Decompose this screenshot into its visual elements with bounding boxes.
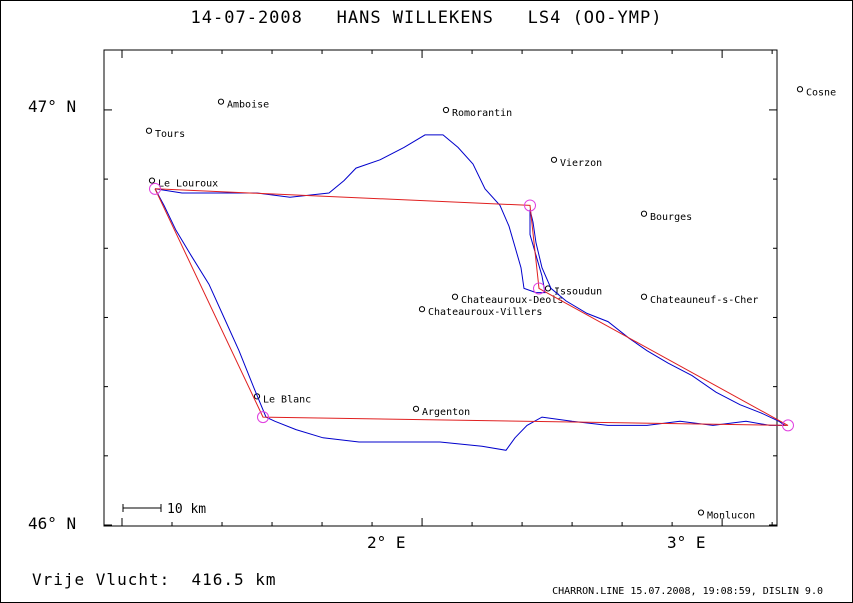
turnpoint-circle-icon (524, 199, 536, 212)
city-label: Chateauroux-Villers (428, 307, 542, 318)
city-marker-icon (697, 509, 705, 516)
glider-type: LS4 (OO-YMP) (527, 8, 663, 28)
city-label: Argenton (422, 407, 470, 418)
city-label: Bourges (650, 212, 692, 223)
lon-label-2: 2° E (367, 533, 406, 552)
lat-label-47: 47° N (28, 97, 77, 116)
flight-track (154, 134, 787, 451)
city-label: Chateauneuf-s-Cher (650, 295, 758, 306)
turnpoint-circle-icon (257, 411, 269, 424)
city-marker-icon (412, 405, 420, 412)
city-label: Romorantin (452, 108, 512, 119)
turnpoint-circle-icon (533, 282, 545, 295)
turnpoint-circles (149, 182, 794, 432)
city-label: Issoudun (554, 286, 602, 297)
scale-bar: 10 km (122, 502, 206, 517)
city-marker-icon (550, 156, 558, 163)
city-marker-icon (418, 306, 426, 313)
city-marker-icon (442, 106, 450, 114)
city-marker-icon (796, 86, 804, 93)
pilot-name: HANS WILLEKENS (336, 8, 494, 28)
turnpoint-circle-icon (149, 182, 161, 195)
map-plot-frame (103, 49, 778, 527)
axis-ticks (104, 50, 777, 526)
free-flight-distance: Vrije Vlucht: 416.5 km (32, 570, 277, 589)
city-marker-icon (640, 210, 648, 217)
city-marker-icon (217, 98, 225, 105)
city-label: Le Louroux (158, 179, 218, 190)
lon-label-3: 3° E (667, 533, 706, 552)
flight-title: 14-07-2008 HANS WILLEKENS LS4 (OO-YMP) (0, 8, 853, 28)
city-label: Le Blanc (263, 394, 311, 405)
city-label: Amboise (227, 100, 269, 111)
city-marker-icon (640, 293, 648, 300)
turnpoint-circle-icon (782, 419, 794, 432)
city-marker-icon (145, 127, 153, 134)
city-label: Cosne (806, 87, 836, 98)
city-label: Vierzon (560, 158, 602, 169)
city-label: Chateauroux-Deols (461, 295, 563, 306)
lat-label-46: 46° N (28, 514, 77, 533)
task-route (154, 188, 789, 426)
city-label: Tours (155, 129, 185, 140)
city-markers: Amboise Tours Romorantin Cosne Vierzon Le Lou… (145, 86, 836, 522)
city-marker-icon (253, 393, 261, 400)
flight-date: 14-07-2008 (190, 8, 303, 28)
city-marker-icon (148, 177, 156, 184)
program-info: CHARRON.LINE 15.07.2008, 19:08:59, DISLI… (552, 586, 823, 597)
scale-bar-label: 10 km (167, 502, 206, 517)
city-marker-icon (451, 293, 459, 300)
city-label: Monlucon (707, 511, 755, 522)
